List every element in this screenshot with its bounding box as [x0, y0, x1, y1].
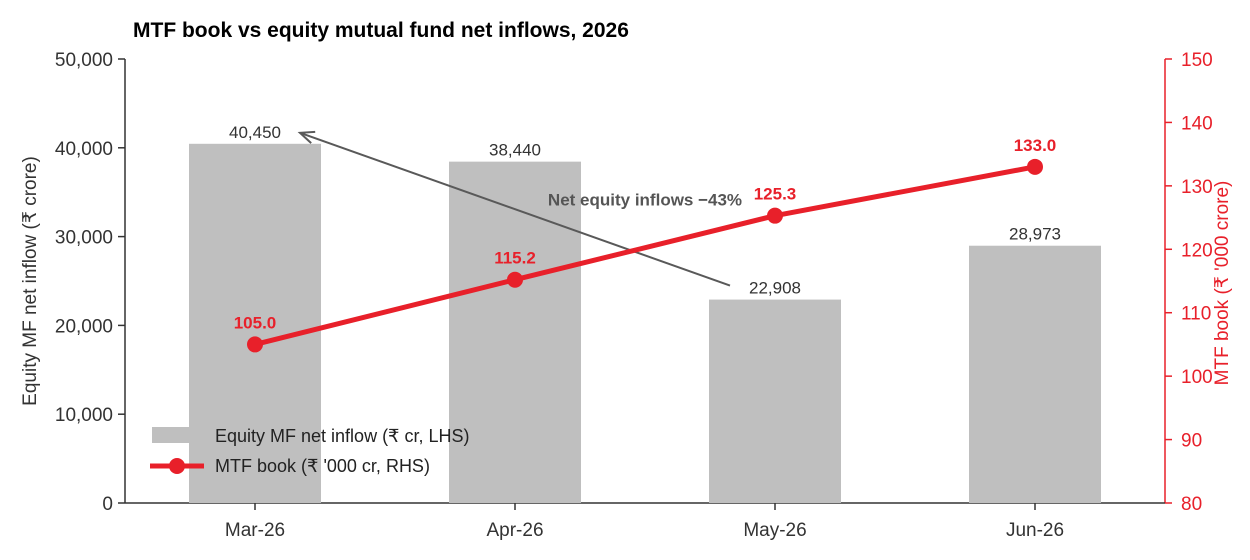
legend-bar-swatch: [152, 427, 206, 443]
bar: [969, 245, 1101, 503]
left-axis-title: Equity MF net inflow (₹ crore): [20, 156, 41, 406]
annotation: Net equity inflows −43%: [297, 130, 742, 287]
mtf-data-label: 125.3: [754, 185, 797, 204]
right-axis-title: MTF book (₹ '000 crore): [1212, 181, 1233, 386]
right-tick-label: 90: [1181, 431, 1202, 452]
x-tick-label: Apr-26: [486, 520, 543, 541]
right-tick-label: 130: [1181, 177, 1213, 198]
mtf-point: [1027, 158, 1043, 175]
legend-line-label: MTF book (₹ '000 cr, RHS): [215, 456, 430, 476]
mtf-data-label: 115.2: [494, 249, 536, 268]
chart-title: MTF book vs equity mutual fund net inflo…: [133, 19, 629, 42]
legend: Equity MF net inflow (₹ cr, LHS) MTF boo…: [150, 426, 470, 476]
bar-series: 40,450 38,440 22,908 28,973: [189, 123, 1101, 503]
x-tick-label: Mar-26: [225, 520, 285, 541]
bar: [189, 143, 321, 503]
right-tick-label: 80: [1181, 494, 1202, 515]
x-axis-ticks: Mar-26 Apr-26 May-26 Jun-26: [225, 503, 1064, 541]
left-tick-label: 10,000: [55, 405, 113, 426]
left-tick-label: 0: [102, 494, 113, 515]
right-tick-label: 150: [1181, 50, 1213, 71]
left-tick-label: 30,000: [55, 228, 113, 249]
left-axis: 0 10,000 20,000 30,000 40,000 50,000 Equity M…: [20, 50, 126, 515]
right-tick-label: 100: [1181, 367, 1213, 388]
left-tick-label: 40,000: [55, 139, 113, 160]
legend-bar-label: Equity MF net inflow (₹ cr, LHS): [215, 426, 470, 446]
left-tick-label: 50,000: [55, 50, 113, 71]
mtf-point: [507, 271, 523, 288]
left-tick-label: 20,000: [55, 316, 113, 337]
mtf-data-label: 105.0: [234, 313, 277, 332]
right-tick-label: 120: [1181, 240, 1213, 261]
legend-line-marker: [169, 458, 185, 474]
bar-data-label: 28,973: [1009, 225, 1061, 244]
bar-data-label: 38,440: [489, 141, 541, 160]
bar: [449, 161, 581, 503]
x-tick-label: May-26: [743, 520, 806, 541]
mtf-point: [767, 207, 783, 224]
left-axis-ticks: 0 10,000 20,000 30,000 40,000 50,000: [55, 50, 125, 515]
annotation-arrow-line: [299, 131, 731, 287]
right-axis-ticks: 80 90 100 110 120 130 140 150: [1165, 50, 1213, 515]
line-series: 105.0 115.2 125.3 133.0: [234, 136, 1057, 353]
mtf-data-label: 133.0: [1014, 136, 1057, 155]
bar-data-label: 40,450: [229, 123, 281, 142]
mtf-point: [247, 336, 263, 353]
bar: [709, 299, 841, 503]
bar-data-label: 22,908: [749, 279, 801, 298]
right-tick-label: 110: [1181, 304, 1211, 325]
right-tick-label: 140: [1181, 113, 1213, 134]
annotation-arrow-head: [297, 130, 316, 144]
mtf-line: [254, 164, 1036, 347]
right-axis: 80 90 100 110 120 130 140 150 MTF book (₹ '000 …: [1164, 50, 1233, 515]
annotation-label: Net equity inflows −43%: [548, 191, 742, 210]
x-tick-label: Jun-26: [1006, 520, 1064, 541]
